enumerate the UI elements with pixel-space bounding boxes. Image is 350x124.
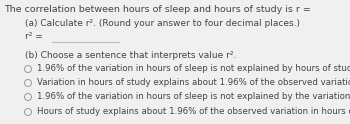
Text: r² =: r² =	[25, 32, 43, 41]
Text: Variation in hours of study explains about 1.96% of the observed variation in ho: Variation in hours of study explains abo…	[37, 78, 350, 87]
Text: The correlation between hours of sleep and hours of study is r =: The correlation between hours of sleep a…	[4, 5, 314, 14]
Text: 1.96% of the variation in hours of sleep is not explained by the variation in ho: 1.96% of the variation in hours of sleep…	[37, 92, 350, 101]
Text: (b) Choose a sentence that interprets value r².: (b) Choose a sentence that interprets va…	[25, 51, 236, 60]
Text: 1.96% of the variation in hours of sleep is not explained by hours of study.: 1.96% of the variation in hours of sleep…	[37, 64, 350, 73]
Text: Hours of study explains about 1.96% of the observed variation in hours of sleep.: Hours of study explains about 1.96% of t…	[37, 107, 350, 116]
Text: (a) Calculate r². (Round your answer to four decimal places.): (a) Calculate r². (Round your answer to …	[25, 19, 300, 28]
